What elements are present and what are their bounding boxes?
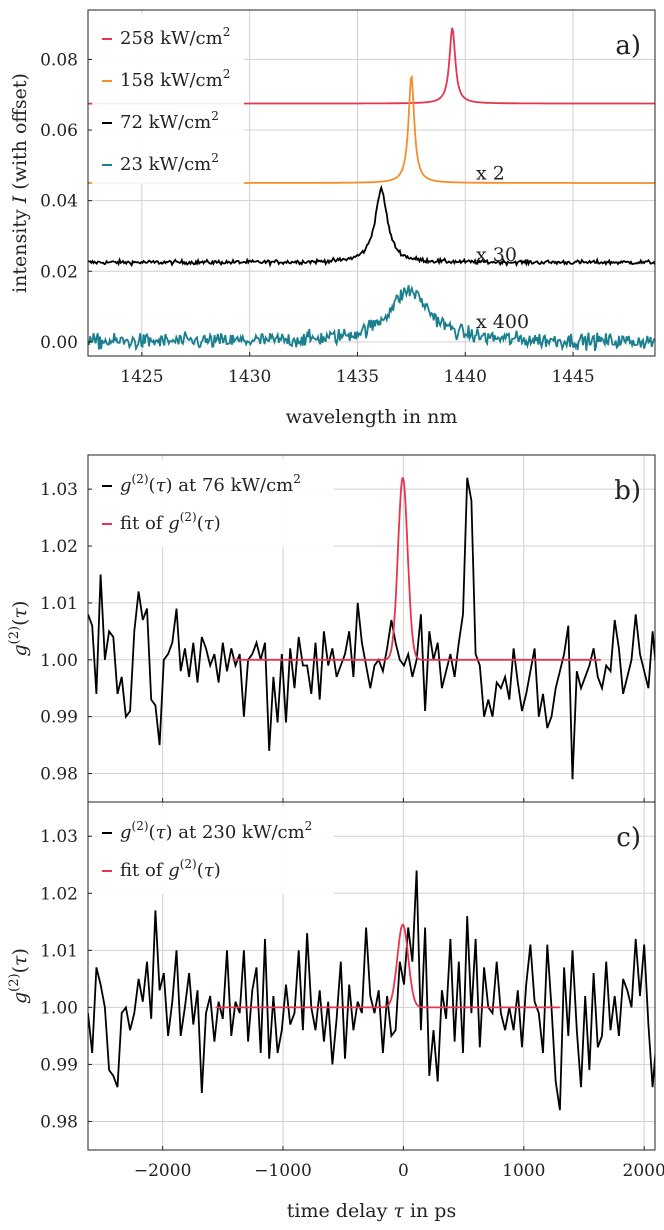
x-axis-label: wavelength in nm [286,406,458,428]
x-tick-label: 1445 [551,367,594,387]
y-axis-label: g(2)(τ) [7,948,31,1004]
legend: g(2)(τ) at 230 kW/cm2 fit of g(2)(τ) [92,806,334,894]
panel-b-g2-76: 0.98 0.99 1.00 1.01 1.02 1.03 g(2)(τ) b) g(2)(τ)… [7,454,656,803]
panel-c-g2-230: −2000 −1000 0 1000 2000 0.98 0.99 1.00 1.01 1.02 1… [7,801,664,1222]
legend-label: fit of g(2)(τ) [120,857,221,881]
y-axis-label: g(2)(τ) [7,601,31,657]
y-tick-label: 1.01 [40,941,78,961]
panel-label: b) [614,476,641,506]
y-tick-label: 1.00 [40,651,78,671]
y-tick-label: 0.98 [40,765,78,785]
x-tick-label: 1430 [228,367,271,387]
y-tick-label: 0.06 [40,121,78,141]
y-tick-label: 1.01 [40,594,78,614]
legend-label: g(2)(τ) at 230 kW/cm2 [120,819,312,843]
x-tick-label: 2000 [623,1161,664,1181]
x-tick-label: 1000 [502,1161,545,1181]
legend-background [92,14,244,184]
y-tick-label: 0.98 [40,1112,78,1132]
scale-annotation: x 400 [476,311,529,333]
legend: 258 kW/cm2 158 kW/cm2 72 kW/cm2 23 kW/cm2 [92,14,244,184]
legend-label: fit of g(2)(τ) [120,510,221,534]
y-tick-label: 0.02 [40,262,78,282]
y-tick-label: 0.08 [40,50,78,70]
legend: g(2)(τ) at 76 kW/cm2 fit of g(2)(τ) [92,459,334,547]
axes-frame [87,801,656,1151]
legend-background [92,459,334,547]
legend-label: 23 kW/cm2 [120,151,219,175]
plot-area [88,477,655,780]
data-line [88,477,655,780]
y-tick-label: 1.02 [40,537,78,557]
panel-label: a) [615,31,641,61]
x-tick-label: 0 [398,1161,409,1181]
series-line-3 [88,285,655,352]
x-tick-label: 1440 [444,367,487,387]
scale-annotation: x 30 [476,244,517,266]
data-line [88,870,655,1111]
legend-label: 258 kW/cm2 [120,25,230,49]
legend-background [92,806,334,894]
x-tick-label: 1435 [336,367,379,387]
y-tick-label: 0.00 [40,333,78,353]
series-line-2 [88,184,655,268]
panel-a-spectra: 1425 1430 1435 1440 1445 0.00 0.02 0.04 0.06 0.08… [9,9,656,428]
x-tick-label: 1425 [120,367,163,387]
legend-label: g(2)(τ) at 76 kW/cm2 [120,472,301,496]
scale-annotation: x 2 [476,163,505,185]
x-tick-label: −2000 [134,1161,192,1181]
y-tick-label: 1.03 [40,480,78,500]
y-axis-label: intensity I (with offset) [9,73,31,293]
x-tick-label: −1000 [254,1161,312,1181]
y-tick-label: 0.99 [40,1055,78,1075]
y-tick-label: 1.03 [40,827,78,847]
panel-label: c) [616,823,641,853]
legend-label: 158 kW/cm2 [120,67,230,91]
axes-frame [87,9,656,357]
fit-line [215,923,560,1009]
y-tick-label: 1.02 [40,884,78,904]
y-tick-label: 0.99 [40,708,78,728]
plot-area [88,870,655,1111]
fit-line [232,477,601,661]
y-tick-label: 1.00 [40,998,78,1018]
x-axis-label: time delay τ in ps [287,1200,456,1222]
y-tick-label: 0.04 [40,192,78,212]
legend-label: 72 kW/cm2 [120,109,219,133]
